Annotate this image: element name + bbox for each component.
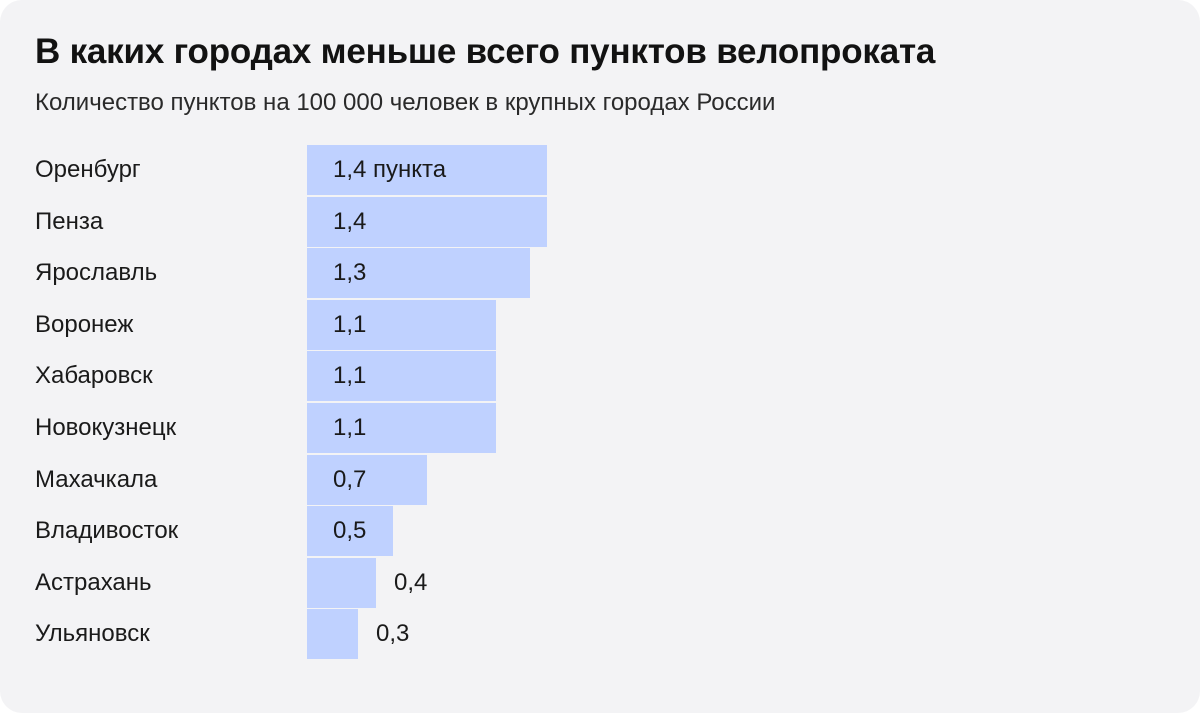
data-label: 1,1 (333, 414, 367, 441)
bar (307, 145, 547, 195)
data-label: 0,5 (333, 517, 367, 545)
category-label: Новокузнецк (35, 414, 177, 441)
category-label: Махачкала (35, 465, 158, 493)
bar (307, 351, 496, 402)
bar-row: Махачкала 0,7 (0, 454, 1200, 505)
bar-row: Пенза 1,4 (0, 196, 1200, 247)
data-label: 0,7 (333, 465, 367, 493)
bar (307, 557, 376, 608)
data-label: 0,3 (376, 620, 410, 648)
category-label: Хабаровск (35, 362, 153, 390)
chart-subtitle: Количество пунктов на 100 000 человек в … (35, 89, 776, 116)
category-label: Пенза (35, 207, 104, 235)
data-label: 1,4 (333, 207, 367, 235)
bar-row: Владивосток 0,5 (0, 506, 1200, 557)
chart-title: В каких городах меньше всего пунктов вел… (35, 32, 936, 71)
data-label: 1,1 (333, 310, 367, 338)
category-label: Воронеж (35, 310, 134, 338)
data-label: 1,3 (333, 259, 367, 287)
bar (307, 609, 358, 660)
bar-row: Ульяновск 0,3 (0, 609, 1200, 660)
bar (307, 196, 547, 247)
category-label: Ульяновск (35, 620, 150, 648)
bar-chart: Оренбург 1,4 пункта Пенза 1,4 Ярославль 1,3 Во… (0, 145, 1200, 661)
bar-row: Астрахань 0,4 (0, 557, 1200, 608)
bar (307, 403, 496, 453)
bar (307, 248, 530, 299)
bar-row: Оренбург 1,4 пункта (0, 145, 1200, 195)
bar (307, 299, 496, 350)
bar-row: Новокузнецк 1,1 (0, 403, 1200, 453)
category-label: Астрахань (35, 568, 152, 596)
category-label: Владивосток (35, 517, 179, 545)
category-label: Ярославль (35, 259, 158, 287)
data-label: 1,1 (333, 362, 367, 390)
data-label: 0,4 (394, 568, 428, 596)
data-label: 1,4 пункта (333, 156, 447, 183)
bar (307, 506, 393, 557)
bar-row: Хабаровск 1,1 (0, 351, 1200, 402)
bar (307, 454, 427, 505)
category-label: Оренбург (35, 156, 141, 183)
bar-row: Воронеж 1,1 (0, 299, 1200, 350)
bar-row: Ярославль 1,3 (0, 248, 1200, 299)
